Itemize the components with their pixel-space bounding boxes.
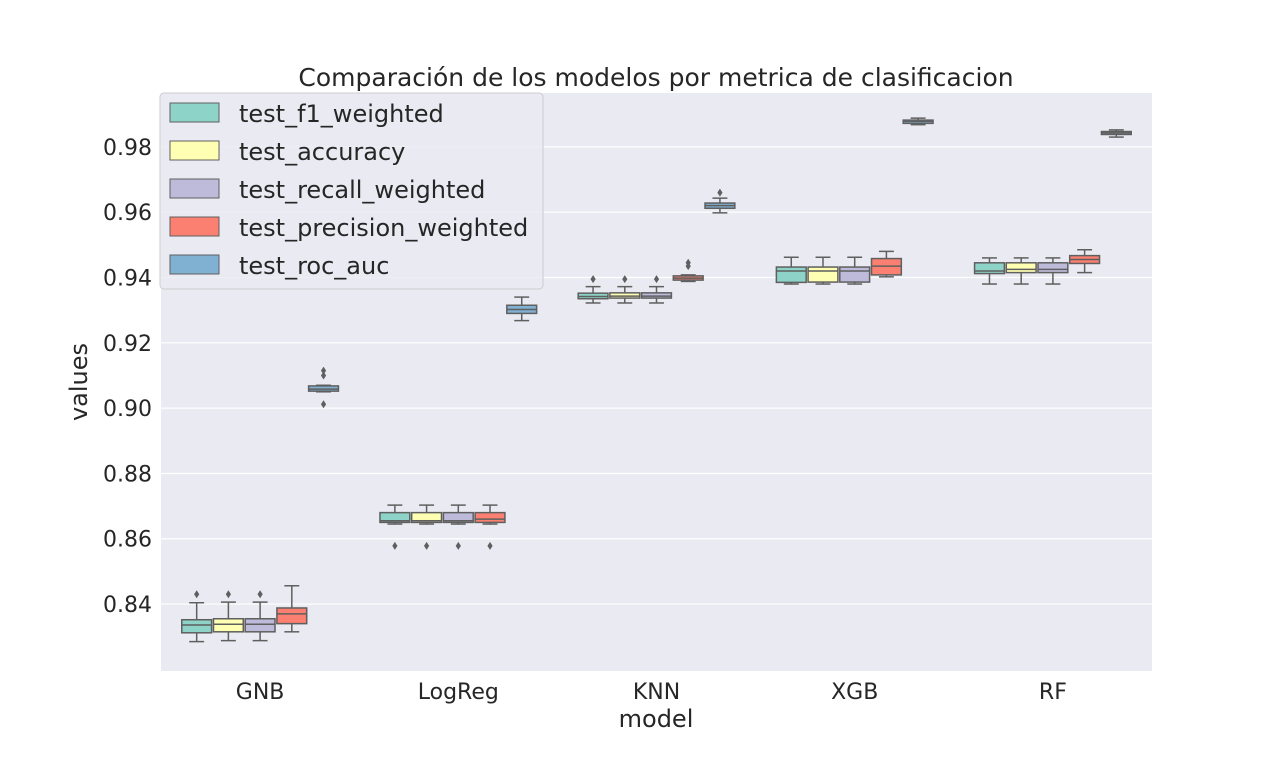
x-tick-label-logreg: LogReg: [418, 680, 499, 705]
y-tick-label: 0.94: [103, 267, 152, 292]
box-iqr: [807, 266, 839, 283]
box-logreg-test_precision_weighted: [474, 504, 506, 550]
y-tick-label: 0.92: [103, 332, 152, 357]
x-tick-label-knn: KNN: [633, 680, 680, 705]
y-axis-label: values: [65, 343, 93, 421]
y-tick-label: 0.84: [103, 593, 152, 618]
outlier-point: [455, 541, 461, 550]
outlier-point: [194, 590, 200, 599]
outlier-point: [392, 541, 398, 550]
box-logreg-test_accuracy: [410, 504, 443, 550]
legend-frame: [159, 92, 544, 290]
legend-label: test_recall_weighted: [239, 176, 485, 204]
outlier-point: [423, 541, 430, 550]
legend-item-test_precision_weighted: test_precision_weighted: [169, 214, 528, 242]
box-rf-test_f1_weighted: [973, 257, 1006, 285]
box-rf-test_roc_auc: [1100, 129, 1132, 138]
y-tick-label: 0.90: [103, 397, 152, 422]
box-rf-test_recall_weighted: [1037, 257, 1069, 285]
box-logreg-test_recall_weighted: [442, 504, 474, 550]
box-iqr: [973, 262, 1006, 275]
box-gnb-test_precision_weighted: [276, 585, 308, 633]
y-tick-labels: 0.84 0.86 0.88 0.90 0.92 0.94 0.96 0.98: [103, 136, 152, 618]
box-xgb-test_accuracy: [807, 256, 839, 285]
y-tick-label: 0.86: [103, 528, 152, 553]
outlier-point: [717, 188, 723, 197]
box-xgb-test_f1_weighted: [775, 256, 807, 285]
legend-item-test_recall_weighted: test_recall_weighted: [169, 176, 485, 204]
box-gnb-test_roc_auc: [307, 366, 340, 409]
boxes-layer: [181, 117, 1132, 643]
legend: test_f1_weighted test_accuracy test_recall…: [159, 92, 544, 290]
legend-label: test_precision_weighted: [239, 214, 528, 242]
x-tick-label-xgb: XGB: [831, 680, 878, 705]
outlier-point: [487, 541, 493, 550]
legend-swatch: [169, 216, 220, 237]
outlier-point: [320, 366, 327, 375]
outlier-point: [225, 590, 231, 599]
box-gnb-test_accuracy: [212, 590, 245, 642]
legend-items: test_f1_weighted test_accuracy test_recall…: [169, 100, 528, 280]
legend-swatch: [169, 254, 220, 275]
box-logreg-test_f1_weighted: [379, 504, 411, 550]
box-knn-test_precision_weighted: [672, 258, 704, 283]
legend-item-test_f1_weighted: test_f1_weighted: [169, 100, 444, 128]
legend-label: test_f1_weighted: [239, 100, 444, 128]
outlier-point: [320, 371, 327, 380]
box-iqr: [181, 618, 213, 634]
x-tick-label-gnb: GNB: [236, 680, 285, 705]
chart-title: Comparación de los modelos por metrica d…: [298, 63, 1013, 92]
outlier-point: [685, 258, 691, 267]
legend-swatch: [169, 178, 220, 199]
box-knn-test_accuracy: [609, 275, 641, 304]
x-tick-label-rf: RF: [1039, 680, 1067, 705]
box-iqr: [244, 618, 276, 633]
outlier-point: [590, 275, 596, 284]
box-rf-test_accuracy: [1005, 257, 1037, 285]
legend-item-test_roc_auc: test_roc_auc: [169, 252, 389, 280]
box-xgb-test_precision_weighted: [870, 250, 903, 278]
box-iqr: [410, 511, 443, 524]
legend-swatch: [169, 140, 220, 161]
box-iqr: [379, 511, 411, 524]
box-gnb-test_recall_weighted: [244, 590, 276, 642]
y-tick-label: 0.98: [103, 136, 152, 161]
box-xgb-test_recall_weighted: [839, 256, 871, 285]
box-gnb-test_f1_weighted: [181, 590, 213, 643]
box-iqr: [775, 266, 807, 284]
legend-swatch: [169, 102, 220, 123]
outlier-point: [622, 275, 628, 284]
box-iqr: [474, 511, 506, 524]
x-tick-labels: GNB LogReg KNN XGB RF: [236, 680, 1067, 705]
outlier-point: [257, 590, 263, 599]
box-iqr: [276, 607, 308, 625]
box-xgb-test_roc_auc: [902, 117, 934, 126]
box-knn-test_roc_auc: [704, 188, 736, 214]
box-iqr: [212, 618, 245, 633]
legend-item-test_accuracy: test_accuracy: [169, 138, 405, 166]
box-iqr: [1005, 262, 1037, 274]
y-tick-label: 0.88: [103, 462, 152, 487]
box-iqr: [442, 511, 474, 524]
legend-label: test_roc_auc: [239, 252, 389, 280]
outlier-point: [320, 400, 327, 409]
box-knn-test_f1_weighted: [577, 275, 609, 304]
box-knn-test_recall_weighted: [640, 275, 673, 304]
box-iqr: [1037, 262, 1069, 274]
outlier-point: [653, 275, 660, 284]
x-axis-label: model: [619, 705, 694, 733]
box-iqr: [839, 266, 871, 283]
legend-label: test_accuracy: [239, 138, 405, 166]
y-tick-label: 0.96: [103, 201, 152, 226]
box-rf-test_precision_weighted: [1068, 248, 1101, 274]
box-logreg-test_roc_auc: [506, 296, 538, 322]
